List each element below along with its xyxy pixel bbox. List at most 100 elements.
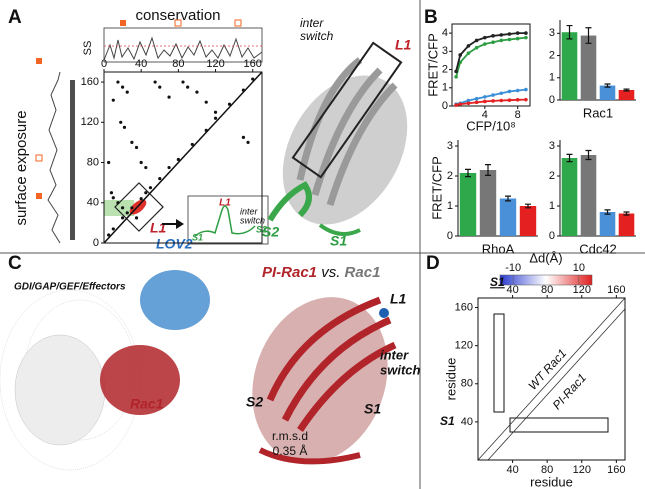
wt-label: WT Rac1: [525, 346, 569, 393]
s1-left: S1: [440, 414, 455, 428]
y-tick-label: 3: [447, 140, 453, 152]
x-tick-label: 160: [607, 464, 625, 476]
y-tick-label: 0: [93, 237, 99, 249]
y-tick-label: 80: [461, 378, 473, 390]
panel-label: A: [8, 7, 22, 28]
plot-frame: [451, 23, 531, 107]
data-point: [491, 40, 495, 45]
lov2-label: LOV2: [156, 236, 193, 252]
switch-label: switch: [300, 29, 334, 43]
data-point: [454, 103, 458, 107]
error-bar: [585, 149, 592, 161]
l1-label: L1: [395, 37, 412, 53]
contact-point: [130, 140, 134, 145]
y-tick-label: 160: [81, 76, 99, 88]
bar: [561, 158, 578, 236]
contact-point: [195, 90, 199, 94]
conservation-title: conservation: [135, 7, 220, 24]
data-point: [499, 98, 504, 103]
y-tick-label: 160: [455, 301, 473, 313]
contact-point: [139, 160, 143, 165]
ss-label: SS: [82, 41, 94, 56]
diagonal: [103, 71, 263, 244]
complex-label: GDI/GAP/GEF/Effectors: [14, 282, 126, 293]
contact-point: [130, 206, 134, 210]
x-tick-label: 40: [506, 464, 518, 476]
bar: [499, 198, 517, 236]
data-point: [466, 44, 471, 48]
error-bar: [465, 168, 471, 178]
highlight-box: [493, 313, 505, 413]
y-tick-label: 40: [87, 197, 99, 209]
title-rac1: Rac1: [345, 264, 381, 281]
contact-point: [116, 80, 120, 84]
plot-frame: [103, 71, 263, 244]
inter-label: inter: [380, 347, 409, 362]
error-bar: [485, 164, 491, 176]
colorbar: [499, 274, 593, 286]
data-point: [507, 37, 512, 42]
x-tick-label: 40: [135, 58, 147, 70]
contact-point: [153, 80, 157, 84]
contact-point: [251, 77, 255, 81]
y-tick-label: 0: [549, 94, 555, 106]
panel-label: C: [8, 253, 22, 274]
title-pi: PI-Rac1: [262, 264, 317, 281]
data-point: [483, 35, 487, 40]
contact-point: [107, 233, 111, 237]
inset-trace: [194, 205, 256, 237]
data-point: [458, 102, 463, 106]
switch-label: switch: [380, 362, 421, 377]
data-point: [466, 51, 471, 55]
data-point: [466, 101, 471, 106]
fit-line: [455, 36, 526, 78]
diagonal: [487, 308, 626, 461]
data-point: [515, 88, 520, 93]
data-point: [466, 98, 471, 103]
y-tick-label: 120: [81, 116, 99, 128]
x-tick-label: 80: [541, 464, 553, 476]
fit-line: [455, 32, 526, 72]
x-tick-label: 0: [101, 58, 107, 70]
data-point: [499, 33, 504, 37]
data-point: [515, 36, 520, 41]
y-tick-label: 3: [549, 27, 555, 39]
rac1-label: Rac1: [130, 396, 164, 412]
data-point: [515, 98, 520, 102]
data-point: [524, 87, 528, 92]
contact-point: [176, 157, 180, 162]
error-bar: [525, 203, 531, 209]
contact-point: [241, 88, 246, 92]
surface-exposure-label: surface exposure: [13, 110, 30, 225]
x-axis-label: residue: [530, 474, 573, 489]
x-axis-label: Rac1: [583, 105, 613, 120]
y-tick-label: 1: [442, 82, 448, 94]
data-point: [499, 91, 504, 96]
inset-frame: [187, 195, 269, 245]
rmsd-label: r.m.s.d: [272, 429, 308, 443]
marker: [36, 193, 42, 199]
y-tick-label: 1: [447, 200, 453, 212]
x-tick-label: 120: [573, 284, 591, 296]
contact-point: [125, 90, 129, 94]
panel-label: B: [424, 7, 438, 28]
x-axis-label: Cdc42: [579, 241, 617, 256]
y-axis-label: FRET/CFP: [429, 156, 444, 220]
y-tick-label: 2: [442, 63, 448, 75]
contact-point: [241, 135, 246, 139]
data-point: [491, 93, 495, 97]
data-point: [474, 45, 479, 50]
inset-s1: S1: [192, 232, 203, 242]
x-tick-label: 160: [607, 284, 625, 296]
data-point: [507, 98, 512, 102]
data-point: [474, 96, 479, 101]
contact-point: [144, 165, 148, 170]
contact-point: [119, 120, 123, 124]
colorbar-tick-label: 10: [573, 262, 585, 274]
contact-point: [158, 177, 162, 181]
contact-point: [125, 211, 129, 215]
error-bar: [623, 88, 630, 92]
y-tick-label: 2: [447, 170, 453, 182]
bar: [580, 35, 597, 100]
